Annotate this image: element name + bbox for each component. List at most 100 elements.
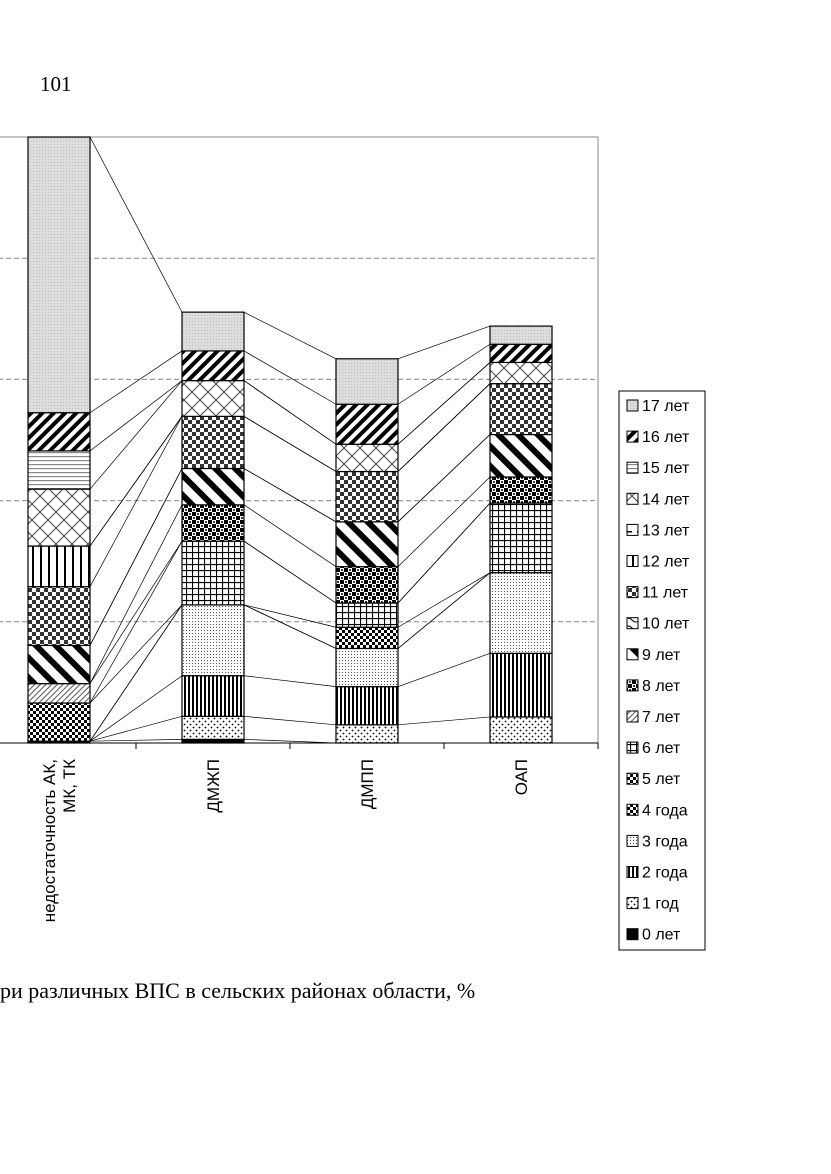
bar-segment: [335, 403, 399, 445]
legend-label: 15 лет: [642, 460, 690, 477]
bar-segment: [489, 433, 553, 478]
bar-segment: [181, 540, 245, 606]
x-tick-label: недостаточность АК,МК, ТК: [40, 759, 79, 922]
legend-swatch: [626, 523, 639, 536]
series-connector-line: [397, 502, 491, 604]
bar-segment: [335, 626, 399, 650]
legend-swatch: [626, 617, 639, 630]
series-connector-line: [243, 350, 337, 405]
series-connector-line: [89, 739, 183, 742]
series-connector-line: [89, 416, 183, 547]
series-connector-line: [243, 380, 337, 445]
legend-swatch: [626, 741, 639, 754]
bar-segment: [489, 383, 553, 436]
figure-caption: ри различных ВПС в сельских районах обла…: [0, 978, 476, 1003]
series-connector-line: [243, 604, 337, 628]
series-connector-line: [243, 604, 337, 649]
bar-segment: [181, 467, 245, 506]
series-connector-line: [89, 136, 183, 313]
series-connector-line: [89, 416, 183, 587]
bar-segment: [335, 602, 399, 628]
legend-label: 3 года: [642, 833, 688, 850]
series-connector-line: [89, 504, 183, 684]
series-connector-line: [243, 468, 337, 523]
legend-label: 2 года: [642, 865, 688, 882]
series-connector-line: [397, 572, 491, 628]
legend-label: 11 лет: [642, 585, 689, 602]
series-connector-line: [89, 541, 183, 704]
legend-swatch: [626, 648, 639, 661]
bar-segment: [335, 686, 399, 726]
series-connector-line: [89, 380, 183, 452]
bar-segment: [181, 675, 245, 717]
legend-swatch: [626, 710, 639, 723]
bar-segment: [27, 683, 91, 704]
legend-label: 9 лет: [642, 647, 681, 664]
bar-segment: [489, 476, 553, 504]
bar-segment: [489, 343, 553, 364]
bar-segment: [181, 604, 245, 677]
series-connector-line: [89, 468, 183, 646]
bar-segment: [181, 311, 245, 352]
bar-segment: [489, 325, 553, 345]
legend-swatch: [626, 928, 639, 941]
bar-segment: [335, 358, 399, 405]
bar-segment: [181, 350, 245, 382]
bar-segment: [181, 715, 245, 740]
legend-swatch: [626, 430, 639, 443]
bar-segment: [27, 488, 91, 547]
series-connector-line: [243, 715, 337, 726]
series-connector-line: [89, 604, 183, 704]
bar-segment: [335, 724, 399, 744]
stacked-bar-chart: недостаточность АК,МК, ТК ДМЖП ДМПП ОАП 17 …: [0, 136, 706, 951]
series-connector-line: [243, 739, 337, 744]
legend-swatch: [626, 399, 639, 412]
series-connector-line: [243, 504, 337, 567]
series-connector-line: [397, 383, 491, 472]
bar-segment: [335, 470, 399, 523]
bar-segment: [181, 415, 245, 470]
bar-segment: [489, 361, 553, 385]
series-connector-line: [89, 604, 183, 742]
legend-swatch: [626, 555, 639, 567]
legend-label: 14 лет: [642, 491, 690, 508]
series-connector-line: [397, 343, 491, 405]
bar-segment: [27, 450, 91, 490]
legend-label: 1 год: [642, 896, 679, 913]
series-connector-line: [243, 675, 337, 687]
bar-segment: [489, 572, 553, 654]
bar-segment: [27, 412, 91, 452]
legend-swatch: [626, 772, 639, 785]
legend-swatch: [626, 679, 639, 692]
legend-label: 8 лет: [642, 678, 681, 695]
series-connector-line: [243, 311, 337, 360]
bar-segment: [489, 716, 553, 744]
series-connector-line: [89, 715, 183, 742]
bar-segment: [27, 702, 91, 742]
series-connector-line: [397, 362, 491, 445]
legend-label: 6 лет: [642, 740, 681, 757]
x-tick-label: ДМПП: [358, 759, 377, 809]
bar-segment: [335, 443, 399, 473]
legend-swatch: [626, 586, 639, 599]
legend-box: [618, 390, 706, 951]
legend-label: 17 лет: [642, 398, 690, 415]
series-connector-line: [89, 675, 183, 742]
series-connector-line: [243, 540, 337, 604]
legend-label: 12 лет: [642, 554, 690, 571]
series-connector-line: [397, 434, 491, 523]
bar-segment: [181, 380, 245, 417]
bar-segment: [335, 566, 399, 604]
series-connector-line: [89, 350, 183, 414]
bar-segment: [27, 545, 91, 588]
legend-label: 16 лет: [642, 429, 690, 446]
bar-segment: [489, 502, 553, 574]
series-connector-line: [89, 541, 183, 684]
bar-segment: [27, 136, 91, 414]
x-tick-label: ДМЖП: [204, 759, 223, 813]
legend-swatch: [626, 492, 639, 505]
bar-segment: [489, 652, 553, 718]
legend-label: 4 года: [642, 802, 688, 819]
bar-segment: [27, 644, 91, 685]
series-connector-line: [397, 572, 491, 649]
